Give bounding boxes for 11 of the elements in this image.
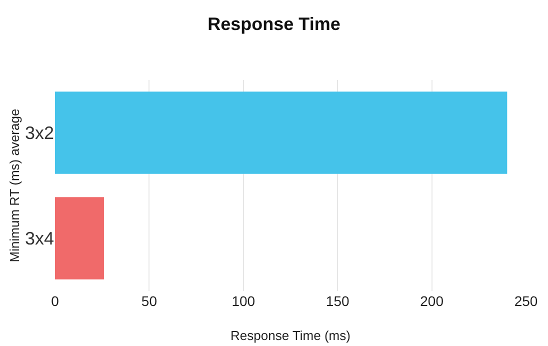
x-tick-label: 50 [141,293,158,309]
x-tick-label: 200 [420,293,444,309]
y-axis-title: Minimum RT (ms) average [7,108,22,262]
x-tick-label: 100 [232,293,256,309]
y-tick-label: 3x2 [24,123,54,144]
chart-title: Response Time [208,14,340,34]
y-tick-label: 3x4 [24,228,54,249]
x-tick-label: 0 [51,293,60,309]
x-axis-title: Response Time (ms) [230,328,350,343]
x-tick-label: 150 [326,293,350,309]
x-tick-label: 250 [514,293,538,309]
